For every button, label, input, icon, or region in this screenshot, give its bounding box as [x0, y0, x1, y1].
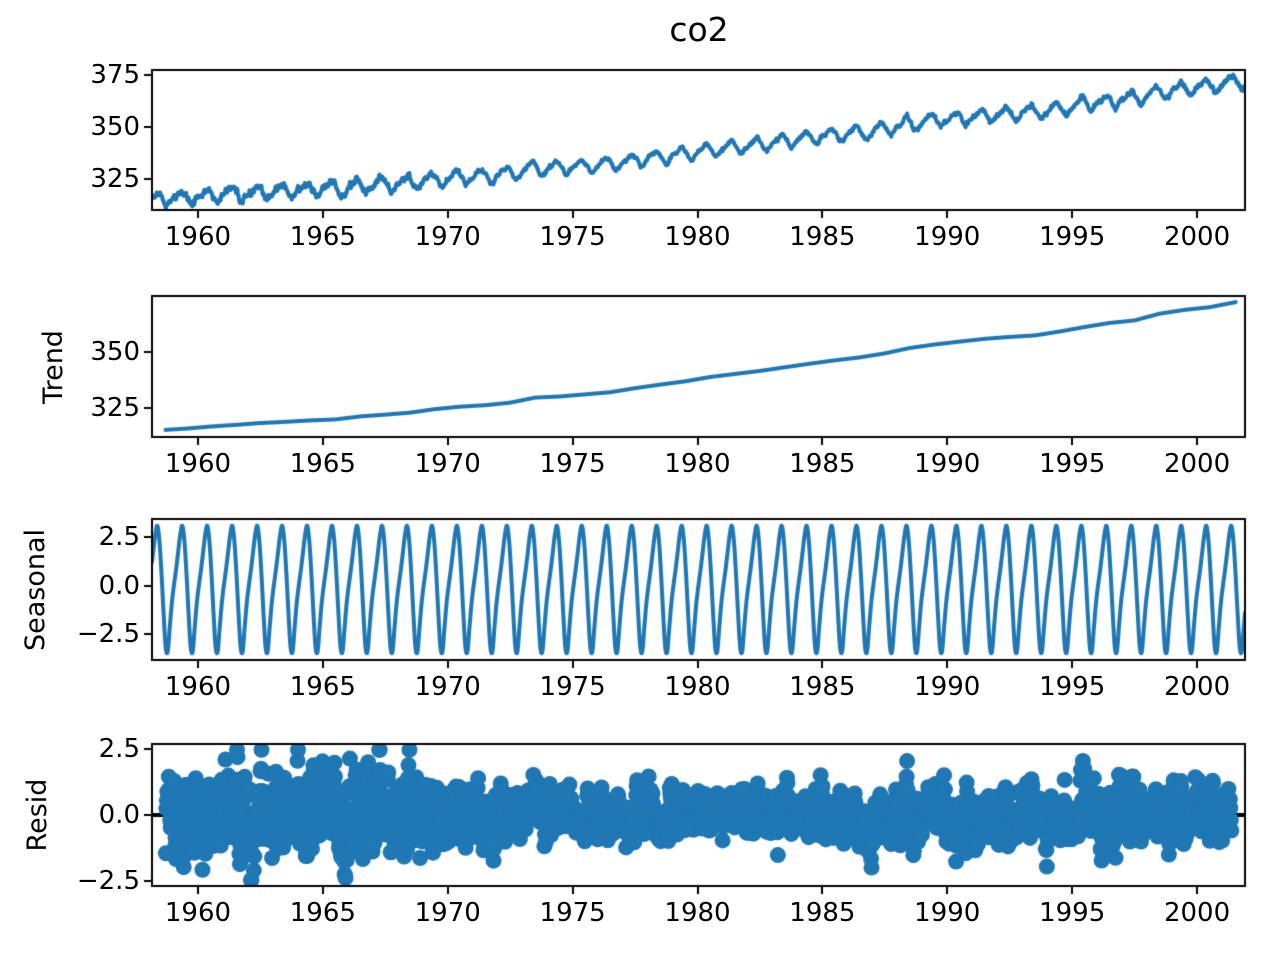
- seasonal-x-tick-label: 1985: [789, 672, 856, 702]
- seasonal-y-tick-label: −2.5: [76, 618, 140, 649]
- trend-x-tick-label: 1990: [914, 449, 981, 479]
- observed-x-tick-label: 1975: [539, 222, 606, 252]
- trend-x-tick-label: 1960: [164, 449, 232, 479]
- observed-x-tick-label: 1960: [164, 222, 232, 252]
- seasonal-x-tick-label: 1995: [1039, 672, 1106, 702]
- observed-x-tick-label: 1965: [289, 222, 356, 252]
- seasonal-y-tick-label: 2.5: [98, 522, 140, 553]
- resid-y-tick-label: −2.5: [76, 866, 140, 897]
- observed-x-tick-label: 2000: [1163, 222, 1231, 252]
- trend-y-tick-label: 350: [90, 336, 140, 367]
- resid-x-tick-label: 2000: [1163, 898, 1231, 928]
- seasonal-x-tick-label: 2000: [1163, 672, 1231, 702]
- resid-x-tick-label: 1990: [914, 898, 981, 928]
- resid-x-tick-label: 1985: [789, 898, 856, 928]
- seasonal-x-tick-label: 1990: [914, 672, 981, 702]
- resid-x-tick-label: 1960: [164, 898, 232, 928]
- resid-y-tick-label: 0.0: [98, 800, 140, 830]
- resid-x-tick-label: 1970: [414, 898, 481, 928]
- seasonal-y-tick-label: 0.0: [98, 570, 140, 601]
- seasonal-x-tick-label: 1975: [539, 672, 606, 702]
- trend-ylabel: Trend: [38, 329, 69, 404]
- observed-y-tick-label: 350: [90, 111, 140, 142]
- seasonal-x-tick-label: 1970: [414, 672, 481, 702]
- resid-x-tick-label: 1995: [1039, 898, 1106, 928]
- observed-x-tick-label: 1985: [789, 222, 856, 252]
- chart-title: co2: [669, 10, 729, 49]
- trend-x-tick-label: 1975: [539, 449, 606, 479]
- trend-y-tick-label: 325: [90, 393, 140, 424]
- seasonal-ylabel: Seasonal: [20, 528, 51, 651]
- seasonal-x-tick-label: 1980: [664, 672, 731, 702]
- observed-y-tick-label: 375: [90, 60, 140, 91]
- trend-x-tick-label: 1965: [289, 449, 356, 479]
- observed-x-tick-label: 1990: [914, 222, 981, 252]
- resid-x-tick-label: 1965: [289, 898, 356, 928]
- resid-x-tick-label: 1980: [664, 898, 731, 928]
- seasonal-x-tick-label: 1960: [164, 672, 232, 702]
- resid-x-tick-label: 1975: [539, 898, 606, 928]
- trend-x-tick-label: 1985: [789, 449, 856, 479]
- seasonal-x-tick-label: 1965: [289, 672, 356, 702]
- observed-y-tick-label: 325: [90, 163, 140, 194]
- trend-x-tick-label: 1995: [1039, 449, 1106, 479]
- observed-x-tick-label: 1995: [1039, 222, 1106, 252]
- trend-x-tick-label: 1970: [414, 449, 481, 479]
- observed-x-tick-label: 1980: [664, 222, 731, 252]
- trend-x-tick-label: 2000: [1163, 449, 1231, 479]
- trend-x-tick-label: 1980: [664, 449, 731, 479]
- resid-y-tick-label: 2.5: [98, 733, 140, 764]
- observed-x-tick-label: 1970: [414, 222, 481, 252]
- resid-ylabel: Resid: [22, 778, 53, 852]
